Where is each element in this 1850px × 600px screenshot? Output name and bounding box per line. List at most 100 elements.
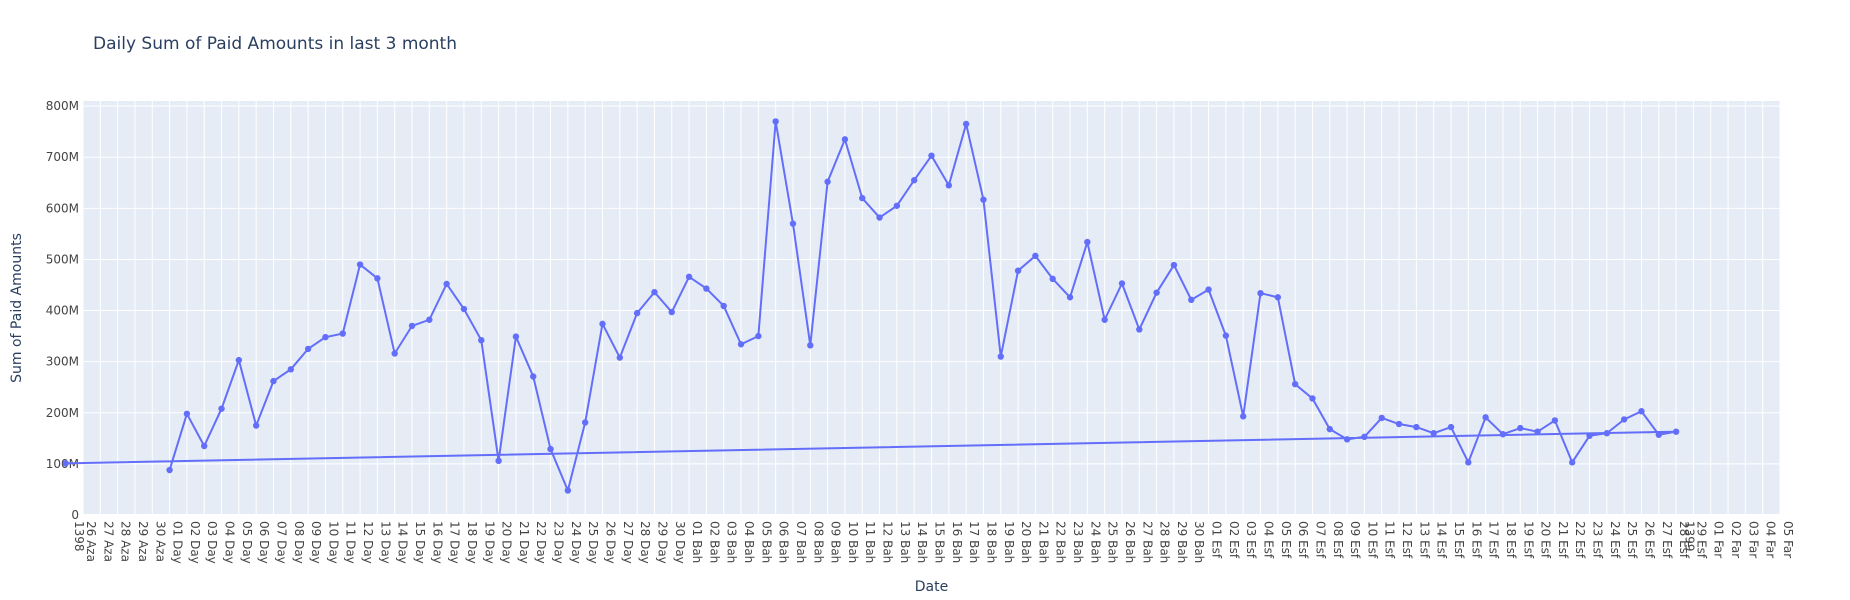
data-point xyxy=(876,214,883,221)
x-tick-label: 26 Aza xyxy=(84,521,98,562)
x-tick-label: 21 Esf xyxy=(1556,521,1570,559)
data-point xyxy=(1447,423,1455,431)
data-point xyxy=(443,280,450,288)
data-point xyxy=(1361,433,1368,440)
y-tick-label: 200M xyxy=(46,406,79,420)
y-tick-label: 100M xyxy=(46,457,79,471)
data-point xyxy=(599,320,606,328)
data-point xyxy=(685,273,693,281)
x-tick-label: 22 Day xyxy=(534,521,548,564)
data-point xyxy=(1343,436,1351,443)
x-tick-label: 07 Day xyxy=(274,521,288,564)
data-point xyxy=(201,442,208,450)
x-tick-label: 12 Esf xyxy=(1400,521,1414,559)
x-tick-label: 01 Bah xyxy=(690,521,704,563)
data-point xyxy=(1620,416,1628,423)
x-tick-label: 14 Bah xyxy=(915,521,929,563)
data-point xyxy=(962,120,970,128)
data-point xyxy=(1239,413,1247,420)
x-tick-label: 24 Day xyxy=(569,521,583,564)
x-tick-label: 1399 xyxy=(1682,521,1696,552)
x-tick-label: 15 Day xyxy=(413,521,427,564)
x-tick-label: 19 Esf xyxy=(1521,521,1535,559)
x-tick-label: 13 Bah xyxy=(898,521,912,563)
data-point xyxy=(218,405,225,412)
x-tick-label: 29 Esf xyxy=(1694,521,1708,559)
x-tick-label: 03 Esf xyxy=(1244,521,1258,559)
data-point xyxy=(478,337,485,344)
x-tick-label: 08 Day xyxy=(292,521,306,564)
x-tick-label: 23 Day xyxy=(552,521,566,564)
data-point xyxy=(1066,294,1074,301)
x-tick-label: 11 Bah xyxy=(863,521,877,563)
data-point xyxy=(1465,459,1472,466)
x-tick-label: 28 Esf xyxy=(1677,521,1691,559)
x-tick-label: 11 Esf xyxy=(1383,521,1397,559)
data-point xyxy=(1326,425,1333,433)
data-point xyxy=(547,445,554,453)
x-tick-label: 21 Bah xyxy=(1036,521,1050,563)
x-tick-label: 20 Bah xyxy=(1019,521,1033,563)
data-point xyxy=(772,118,779,125)
x-tick-label: 1398 xyxy=(72,521,86,552)
data-point xyxy=(1482,414,1489,421)
data-point xyxy=(945,182,953,189)
y-tick-label: 600M xyxy=(46,201,79,215)
x-tick-label: 30 Bah xyxy=(1192,521,1206,563)
x-tick-label: 26 Day xyxy=(603,521,617,564)
data-point xyxy=(374,275,381,282)
data-point xyxy=(1101,316,1108,323)
x-tick-label: 11 Day xyxy=(344,521,358,564)
data-point xyxy=(1569,459,1576,466)
x-tick-label: 24 Esf xyxy=(1608,521,1622,559)
data-point xyxy=(651,288,658,296)
x-tick-label: 26 Bah xyxy=(1123,521,1137,563)
data-point xyxy=(1188,296,1195,304)
data-point xyxy=(997,353,1004,360)
x-tick-label: 18 Esf xyxy=(1504,521,1518,559)
data-point xyxy=(1413,423,1420,431)
data-point xyxy=(1672,428,1680,435)
data-point xyxy=(1205,286,1212,293)
data-point xyxy=(460,305,468,313)
data-point xyxy=(1170,261,1178,269)
x-tick-label: 06 Esf xyxy=(1296,521,1310,559)
data-point xyxy=(807,342,814,349)
data-point xyxy=(1257,289,1264,297)
data-point xyxy=(356,261,364,268)
data-point xyxy=(1291,380,1299,388)
x-tick-label: 03 Bah xyxy=(725,521,739,563)
x-tick-label: 29 Day xyxy=(655,521,669,564)
x-tick-label: 01 Esf xyxy=(1210,521,1224,559)
y-tick-label: 800M xyxy=(46,99,79,113)
y-tick-label: 500M xyxy=(46,252,79,266)
data-point xyxy=(512,333,520,340)
data-point xyxy=(166,466,173,474)
x-tick-label: 09 Day xyxy=(309,521,323,564)
data-point xyxy=(235,356,243,364)
x-tick-label: 01 Day xyxy=(171,521,185,564)
x-tick-label: 07 Esf xyxy=(1313,521,1327,559)
x-tick-label: 04 Far xyxy=(1764,521,1778,558)
x-tick-label: 30 Aza xyxy=(153,521,167,562)
data-point xyxy=(859,194,866,202)
x-tick-label: 05 Far xyxy=(1781,521,1795,558)
x-tick-label: 06 Day xyxy=(257,521,271,564)
data-point xyxy=(252,422,260,429)
x-tick-label: 09 Esf xyxy=(1348,521,1362,559)
data-point xyxy=(322,333,329,341)
x-tick-label: 28 Aza xyxy=(119,521,133,562)
x-tick-label: 29 Aza xyxy=(136,521,150,562)
x-tick-label: 19 Day xyxy=(482,521,496,564)
x-tick-label: 17 Day xyxy=(448,521,462,564)
data-point xyxy=(1049,275,1056,283)
data-point xyxy=(270,377,277,385)
x-tick-label: 23 Bah xyxy=(1071,521,1085,563)
x-tick-label: 03 Day xyxy=(205,521,219,564)
x-tick-label: 28 Day xyxy=(638,521,652,564)
x-tick-label: 12 Bah xyxy=(881,521,895,563)
x-tick-label: 10 Day xyxy=(326,521,340,564)
data-point xyxy=(755,332,762,340)
data-point xyxy=(928,152,935,159)
x-tick-label: 05 Esf xyxy=(1279,521,1293,559)
